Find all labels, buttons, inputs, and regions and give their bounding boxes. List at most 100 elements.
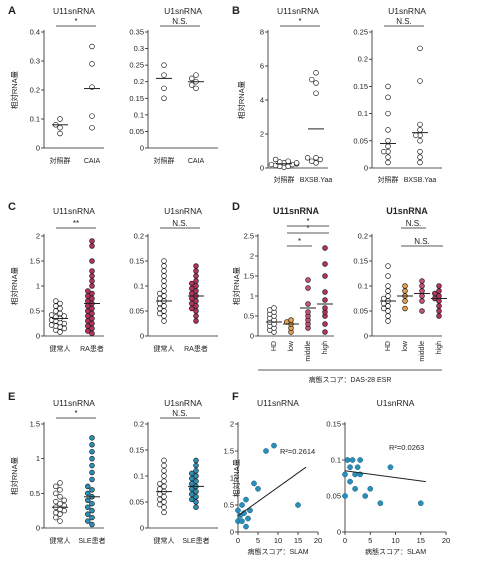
data-point [349, 457, 356, 463]
data-point [193, 504, 199, 510]
data-point [385, 154, 391, 160]
data-point [352, 485, 358, 492]
chart-title: U1snRNA [164, 398, 202, 408]
data-point [89, 290, 95, 297]
panel-letter-E: E [8, 391, 15, 403]
significance-label: ** [73, 219, 79, 228]
y-tick-label: 0.2 [358, 232, 368, 241]
data-point [89, 243, 95, 249]
data-point [193, 499, 199, 505]
data-point [237, 512, 243, 519]
data-point [161, 278, 167, 284]
data-point [362, 493, 369, 499]
data-point [385, 318, 391, 324]
data-point [285, 158, 291, 164]
y-tick-label: 0 [36, 332, 40, 341]
data-point [251, 480, 257, 487]
data-point [245, 515, 251, 522]
data-point [85, 504, 91, 510]
data-point [161, 258, 167, 264]
data-point [193, 268, 199, 274]
x-axis-label-D: 病態スコア：DAS-28 ESR [309, 375, 392, 384]
y-tick-label: 1 [36, 454, 40, 463]
data-point [89, 455, 95, 462]
data-point [193, 318, 199, 324]
data-point [85, 497, 91, 504]
data-point [157, 496, 163, 503]
data-point [161, 483, 167, 490]
panel-letter-B: B [232, 5, 240, 17]
data-point [304, 155, 311, 161]
category-label: HD [385, 341, 392, 351]
data-point [193, 457, 199, 464]
data-point [239, 502, 245, 508]
data-point [402, 288, 408, 294]
y-tick-label: 0 [260, 164, 264, 173]
y-tick-label: 0 [140, 332, 144, 341]
y-tick-label: 2.5 [244, 232, 254, 241]
data-point [89, 448, 95, 455]
y-tick-label: 8 [260, 28, 264, 37]
data-point [305, 285, 311, 291]
data-point [313, 70, 319, 76]
data-point [189, 75, 195, 82]
data-point [89, 283, 95, 289]
data-point [342, 493, 348, 499]
data-point [402, 283, 408, 289]
data-point [89, 500, 95, 507]
data-point [57, 487, 63, 493]
trend-line [237, 466, 307, 517]
category-label: SLE患者 [78, 536, 105, 545]
data-point [305, 301, 311, 307]
y-tick-label: 0.05 [326, 492, 341, 501]
data-point [417, 159, 423, 166]
data-point [417, 500, 424, 507]
chart-title: U1snRNA [377, 398, 415, 408]
y-axis-label-C: 相対RNA量 [9, 266, 19, 305]
category-label: SLE患者 [182, 536, 209, 545]
data-point [193, 72, 199, 78]
y-tick-label: 1.5 [244, 272, 254, 281]
y-tick-label: 0.2 [134, 77, 144, 86]
category-label: RA患者 [80, 344, 104, 353]
data-point [57, 480, 63, 486]
significance-label: N.S. [414, 237, 430, 246]
data-point [193, 273, 199, 279]
data-point [377, 500, 384, 507]
data-point [189, 491, 195, 497]
y-tick-label: 1.5 [30, 420, 40, 429]
data-point [161, 95, 167, 102]
dot-chart-A-1: 0 0.1 0.2 0.3 0.4 U11snRNA 対照群 CAIA * [30, 6, 104, 165]
data-point [89, 113, 95, 119]
data-point [161, 263, 167, 269]
data-point [161, 462, 167, 469]
data-point [57, 124, 63, 131]
data-point [193, 468, 199, 474]
data-point [309, 76, 315, 83]
data-point [57, 500, 63, 507]
y-tick-label: 0.5 [224, 501, 234, 510]
data-point [53, 483, 59, 490]
y-tick-label: 0.15 [129, 94, 144, 103]
category-label: high [436, 341, 443, 354]
data-point [347, 464, 353, 471]
y-tick-label: 6 [260, 62, 264, 71]
y-tick-label: 0 [364, 164, 368, 173]
y-tick-label: 0.1 [331, 456, 341, 465]
chart-title: U11snRNA [277, 6, 319, 16]
category-label: 健常人 [50, 536, 71, 545]
category-label: 対照群 [378, 175, 399, 184]
data-point [239, 518, 245, 525]
y-tick-label: 0.15 [353, 82, 368, 91]
y-tick-label: 0.35 [129, 28, 144, 37]
data-point [255, 485, 261, 492]
y-tick-label: 0 [140, 144, 144, 153]
y-tick-label: 0.05 [353, 136, 368, 145]
data-point [85, 288, 91, 294]
data-point [419, 293, 425, 299]
scatter-chart-F-2: 0 0.05 0.1 0.15 0 5 10 15 20 U1snRNA 病態スコア：SLAM R²=… [326, 398, 450, 556]
data-point [53, 298, 59, 304]
data-point [322, 305, 328, 311]
data-point [85, 511, 91, 517]
